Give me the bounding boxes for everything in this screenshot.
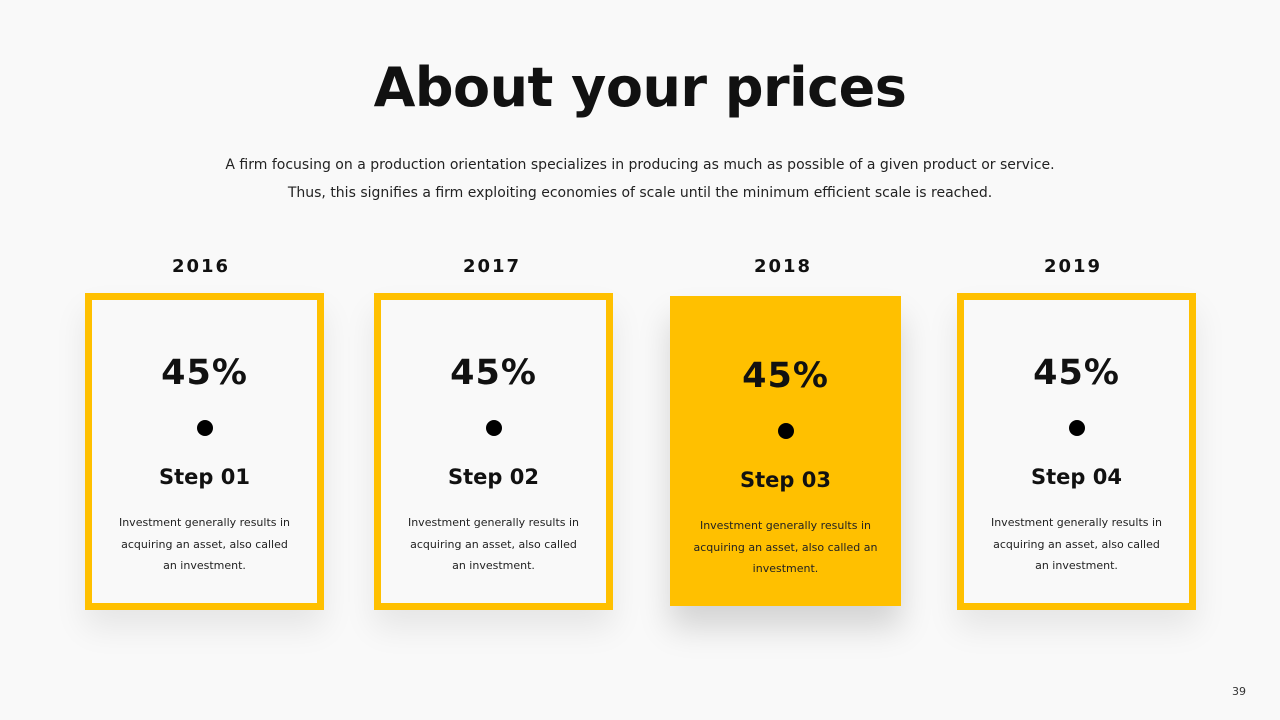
percent-value: 45% [161, 353, 248, 393]
step-title: Step 01 [159, 465, 250, 489]
step-description: Investment generally results in acquirin… [990, 516, 1163, 572]
bullet-dot-icon [196, 420, 213, 436]
subtitle-line-1: A firm focusing on a production orientat… [225, 157, 1055, 173]
percent-value: 45% [742, 356, 829, 396]
step-title: Step 04 [1031, 465, 1122, 489]
year-label: 2017 [462, 256, 522, 277]
page-number: 39 [1232, 685, 1246, 698]
step-description: Investment generally results in acquirin… [693, 519, 878, 575]
year-label: 2016 [171, 256, 231, 277]
percent-value: 45% [450, 353, 537, 393]
percent-value: 45% [1033, 353, 1120, 393]
bullet-dot-icon [1068, 420, 1085, 436]
subtitle-line-2: Thus, this signifies a firm exploiting e… [287, 185, 993, 201]
step-description: Investment generally results in acquirin… [118, 516, 291, 572]
bullet-dot-icon [777, 423, 794, 439]
bullet-dot-icon [485, 420, 502, 436]
step-card: 45% Step 04 Investment generally results… [957, 293, 1196, 610]
step-card: 45% Step 02 Investment generally results… [374, 293, 613, 610]
step-title: Step 02 [448, 465, 539, 489]
year-label: 2018 [753, 256, 813, 277]
step-description: Investment generally results in acquirin… [407, 516, 580, 572]
step-title: Step 03 [740, 468, 831, 492]
step-card: 45% Step 01 Investment generally results… [85, 293, 324, 610]
slide-title: About your prices [373, 56, 907, 119]
step-card: 45% Step 03 Investment generally results… [670, 296, 901, 606]
year-label: 2019 [1043, 256, 1103, 277]
